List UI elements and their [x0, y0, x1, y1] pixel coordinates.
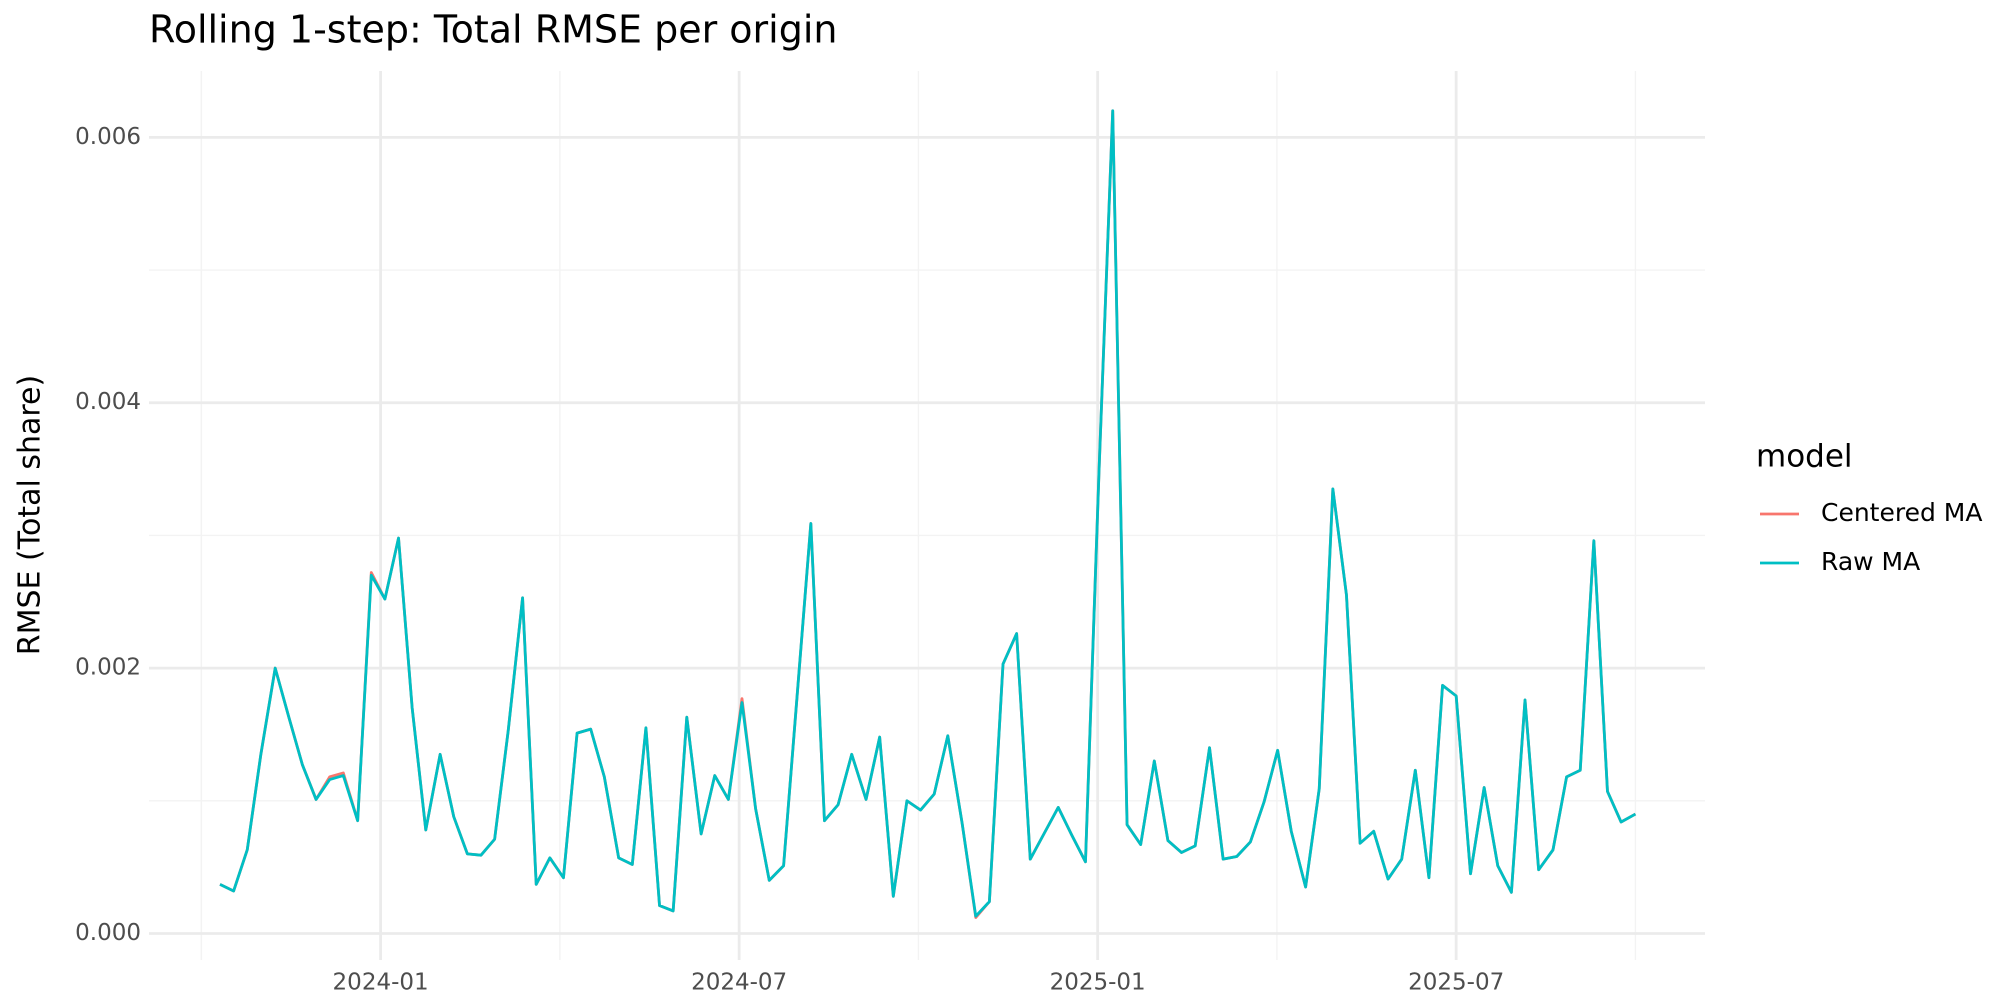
- y-axis-label: RMSE (Total share): [13, 375, 48, 655]
- legend-title: model: [1756, 439, 1853, 475]
- y-tick-label: 0.000: [75, 920, 141, 946]
- chart-title: Rolling 1-step: Total RMSE per origin: [149, 8, 838, 52]
- x-tick-label: 2024-01: [333, 970, 429, 996]
- x-tick-label: 2024-07: [691, 970, 787, 996]
- legend: model Centered MA Raw MA: [1756, 439, 1982, 577]
- legend-label: Centered MA: [1821, 498, 1982, 527]
- legend-label: Raw MA: [1821, 547, 1920, 576]
- x-tick-label: 2025-01: [1050, 970, 1146, 996]
- y-tick-label: 0.002: [75, 655, 141, 681]
- line-series: [219, 109, 1637, 918]
- y-tick-label: 0.006: [75, 124, 141, 150]
- plot-area: [219, 109, 1637, 919]
- grid: [149, 71, 1705, 960]
- x-tick-label: 2025-07: [1408, 970, 1504, 996]
- y-tick-label: 0.004: [75, 389, 141, 415]
